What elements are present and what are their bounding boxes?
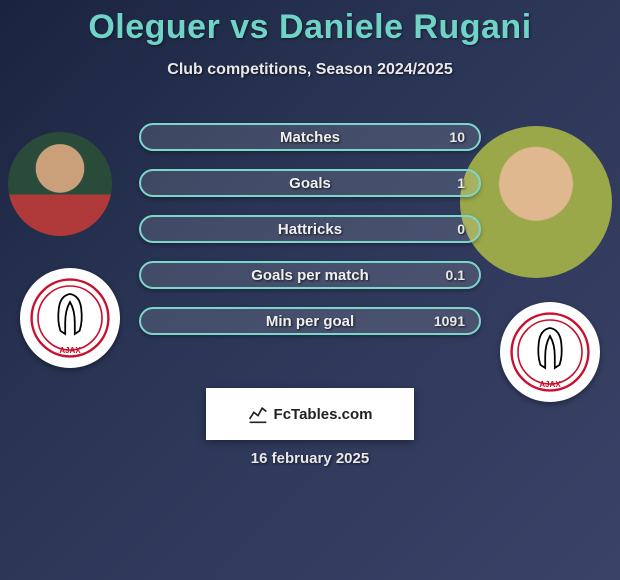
attribution-badge: FcTables.com <box>206 388 414 440</box>
stat-label: Goals per match <box>251 267 369 284</box>
subtitle: Club competitions, Season 2024/2025 <box>0 61 620 79</box>
stat-value-right: 10 <box>449 129 465 145</box>
stat-row-hattricks: Hattricks 0 <box>139 215 481 243</box>
player2-photo <box>460 126 612 278</box>
stat-label: Min per goal <box>266 313 354 330</box>
stat-value-right: 1091 <box>434 313 465 329</box>
player1-photo <box>8 132 112 236</box>
svg-text:AJAX: AJAX <box>59 346 81 355</box>
stat-value-right: 1 <box>457 175 465 191</box>
player1-club-logo: AJAX <box>20 268 120 368</box>
comparison-card: Oleguer vs Daniele Rugani Club competiti… <box>0 0 620 580</box>
stats-container: Matches 10 Goals 1 Hattricks 0 Goals per… <box>139 123 481 335</box>
stat-row-matches: Matches 10 <box>139 123 481 151</box>
player2-club-logo: AJAX <box>500 302 600 402</box>
stat-value-right: 0.1 <box>446 267 465 283</box>
title-vs: vs <box>230 8 269 46</box>
stat-label: Goals <box>289 175 331 192</box>
stat-row-goals-per-match: Goals per match 0.1 <box>139 261 481 289</box>
avatar-placeholder-icon <box>8 132 112 236</box>
avatar-placeholder-icon <box>460 126 612 278</box>
player1-name: Oleguer <box>88 8 220 46</box>
stat-value-right: 0 <box>457 221 465 237</box>
stat-label: Hattricks <box>278 221 342 238</box>
player2-name: Daniele Rugani <box>279 8 532 46</box>
ajax-logo-icon: AJAX <box>510 312 590 392</box>
comparison-date: 16 february 2025 <box>0 450 620 467</box>
svg-text:AJAX: AJAX <box>539 380 561 389</box>
comparison-title: Oleguer vs Daniele Rugani <box>0 0 620 47</box>
stat-label: Matches <box>280 129 340 146</box>
ajax-logo-icon: AJAX <box>30 278 110 358</box>
chart-icon <box>248 404 268 424</box>
stat-row-goals: Goals 1 <box>139 169 481 197</box>
stat-row-min-per-goal: Min per goal 1091 <box>139 307 481 335</box>
attribution-text: FcTables.com <box>274 406 373 423</box>
